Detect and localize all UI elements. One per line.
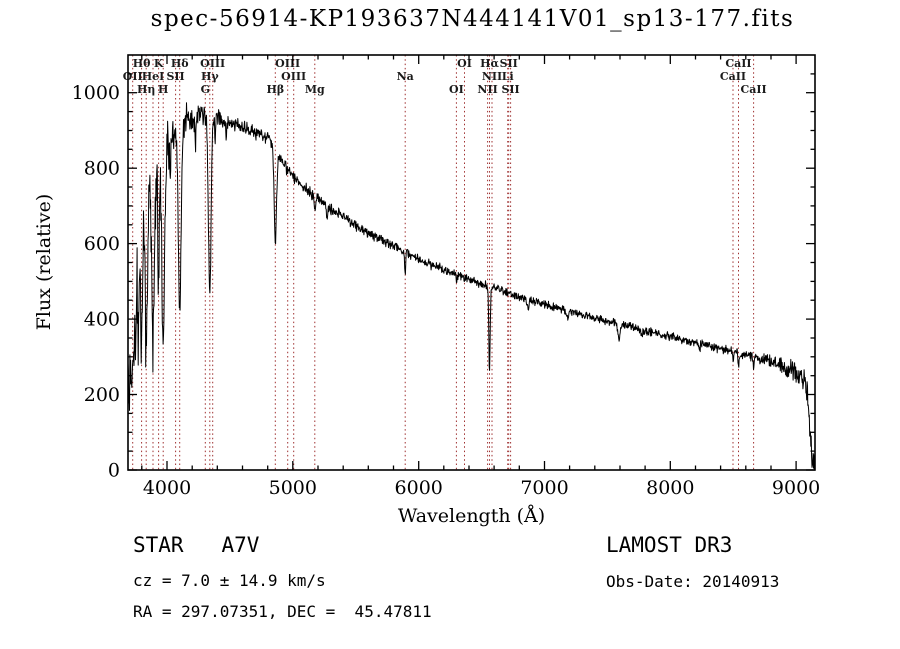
x-tick-label: 5000 [269, 477, 317, 499]
marker-label-SII: SII [166, 70, 184, 83]
y-tick-label: 800 [84, 158, 120, 180]
x-tick-label: 8000 [646, 477, 694, 499]
marker-label-Hγ: Hγ [201, 70, 219, 83]
marker-label-H: H [158, 83, 168, 96]
spectral-line-labels: OIIHθHηHeIKHSIIHδGHγOIIIHβOIIIOIIIMgNaOI… [123, 57, 767, 96]
marker-label-NII: NII [477, 83, 497, 96]
axis-frame [127, 54, 816, 471]
y-tick-label: 600 [84, 233, 120, 255]
marker-label-Li: Li [502, 70, 514, 83]
marker-label-Hη: Hη [137, 83, 155, 96]
x-tick-label: 9000 [772, 477, 820, 499]
x-tick-label: 6000 [395, 477, 443, 499]
marker-label-NII: NII [482, 70, 502, 83]
marker-label-OI: OI [457, 57, 472, 70]
y-axis-label: Flux (relative) [33, 193, 55, 331]
marker-label-Mg: Mg [305, 83, 325, 96]
marker-label-Na: Na [397, 70, 414, 83]
survey-release-label: LAMOST DR3 [606, 533, 733, 557]
plot-title: spec-56914-KP193637N444141V01_sp13-177.f… [150, 6, 795, 32]
radial-velocity-label: cz = 7.0 ± 14.9 km/s [133, 571, 326, 590]
y-tick-label: 0 [108, 460, 120, 482]
marker-label-K: K [154, 57, 164, 70]
marker-label-SII: SII [500, 57, 518, 70]
marker-label-Hθ: Hθ [133, 57, 151, 70]
y-tick-label: 400 [84, 309, 120, 331]
spectrum-line [127, 102, 816, 470]
marker-label-CaII: CaII [725, 57, 751, 70]
marker-label-G: G [201, 83, 210, 96]
coordinates-label: RA = 297.07351, DEC = 45.47811 [133, 602, 432, 621]
marker-label-Hα: Hα [480, 57, 499, 70]
spectral-line-markers [132, 55, 755, 470]
x-axis-label: Wavelength (Å) [397, 505, 546, 527]
marker-label-HeI: HeI [142, 70, 165, 83]
marker-label-SII: SII [501, 83, 519, 96]
x-tick-labels: 4000 5000 6000 7000 8000 9000 [143, 477, 820, 499]
axis-ticks [128, 55, 815, 471]
y-tick-label: 1000 [72, 82, 120, 104]
y-tick-label: 200 [84, 384, 120, 406]
marker-label-OII: OII [123, 70, 143, 83]
marker-label-OIII: OIII [281, 70, 306, 83]
marker-label-CaII: CaII [741, 83, 767, 96]
marker-label-OI: OI [449, 83, 464, 96]
object-class-label: STAR A7V [133, 533, 260, 557]
marker-label-Hδ: Hδ [171, 57, 189, 70]
x-tick-label: 7000 [520, 477, 568, 499]
marker-label-OIII: OIII [275, 57, 300, 70]
y-tick-labels: 0 200 400 600 800 1000 [72, 82, 120, 481]
obs-date-label: Obs-Date: 20140913 [606, 572, 780, 591]
marker-label-CaII: CaII [720, 70, 746, 83]
marker-label-Hβ: Hβ [266, 83, 284, 96]
marker-label-OIII: OIII [200, 57, 225, 70]
x-tick-label: 4000 [143, 477, 191, 499]
